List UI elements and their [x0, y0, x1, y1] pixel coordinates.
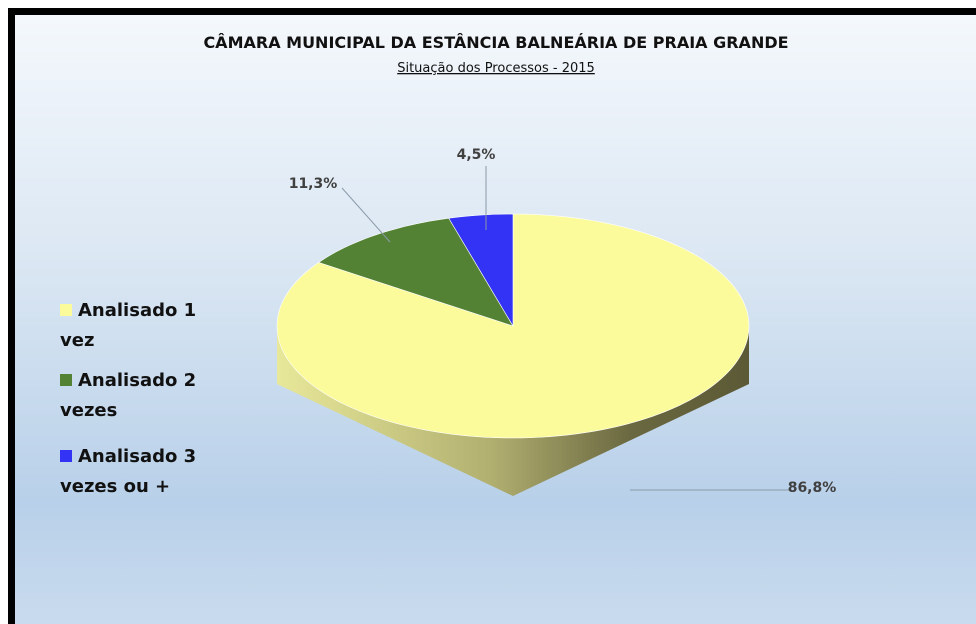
slice: [317, 217, 514, 327]
legend-item: Analisado 2 vezes: [60, 366, 230, 426]
leader-line: [341, 187, 391, 243]
legend-label: Analisado 1 vez: [60, 300, 197, 351]
value-label: 86,8%: [788, 480, 837, 496]
value-label: 4,5%: [457, 147, 496, 163]
slice-side: [277, 326, 749, 496]
legend-swatch: [60, 374, 72, 386]
chart-subtitle: Situação dos Processos - 2015: [397, 61, 595, 76]
legend-swatch: [60, 450, 72, 462]
chart-title: CÂMARA MUNICIPAL DA ESTÂNCIA BALNEÁRIA D…: [203, 33, 788, 52]
legend-label: Analisado 2 vezes: [60, 370, 197, 421]
slice: [448, 213, 514, 328]
legend-swatch: [60, 304, 72, 316]
legend-label: Analisado 3 vezes ou +: [60, 446, 197, 497]
legend-item: Analisado 3 vezes ou +: [60, 442, 230, 502]
value-label: 11,3%: [289, 176, 338, 192]
legend-item: Analisado 1 vez: [60, 296, 230, 356]
